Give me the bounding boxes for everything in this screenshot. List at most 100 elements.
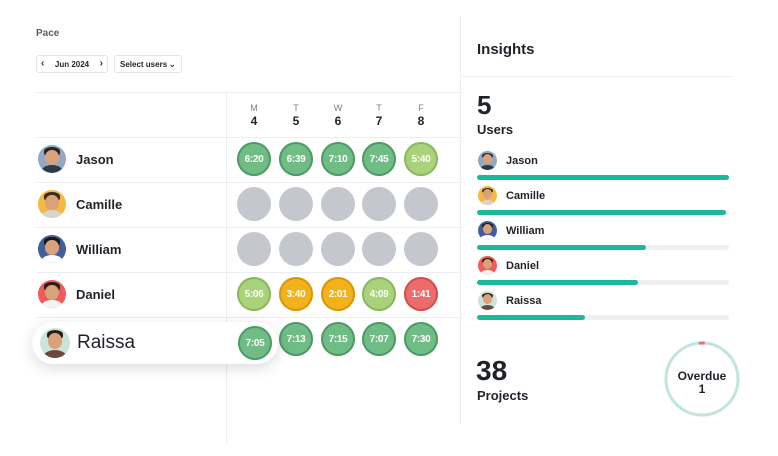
user-row-william[interactable]: William (38, 235, 121, 263)
weekday-label: F (418, 103, 424, 113)
insight-user-raissa[interactable]: Raissa (478, 291, 541, 310)
avatar (478, 151, 497, 170)
time-bubble[interactable]: 7:45 (362, 142, 396, 176)
user-name: Raissa (506, 294, 542, 307)
highlighted-user-card[interactable]: Raissa 7:05 (32, 322, 278, 364)
progress-bar (477, 210, 729, 215)
insight-user-jason[interactable]: Jason (478, 151, 538, 170)
time-bubble[interactable]: 4:09 (362, 277, 396, 311)
empty-day-bubble[interactable] (362, 187, 396, 221)
avatar (478, 256, 497, 275)
user-name: Daniel (506, 259, 540, 272)
chevron-left-icon[interactable]: ‹ (41, 58, 45, 69)
time-bubble[interactable]: 7:13 (279, 322, 313, 356)
overdue-ring (664, 341, 740, 417)
avatar (478, 221, 497, 240)
empty-day-bubble[interactable] (362, 232, 396, 266)
empty-day-bubble[interactable] (404, 187, 438, 221)
panel-divider (460, 16, 461, 424)
progress-bar-fill (477, 245, 646, 250)
empty-day-bubble[interactable] (279, 232, 313, 266)
projects-count: 38 (476, 355, 508, 386)
projects-label: Projects (477, 388, 529, 403)
weekday-label: W (333, 103, 343, 113)
avatar (38, 235, 66, 263)
user-name: Camille (76, 196, 123, 212)
weekday-label: M (250, 103, 258, 113)
header-divider (36, 92, 460, 93)
row-divider (36, 227, 460, 228)
users-label: Users (477, 122, 514, 137)
time-bubble[interactable]: 7:05 (238, 326, 272, 360)
avatar (38, 190, 66, 218)
avatar (38, 280, 66, 308)
select-users-dropdown[interactable]: Select users ⌄ (114, 55, 182, 73)
pace-title: Pace (36, 28, 60, 39)
time-bubble[interactable]: 7:07 (362, 322, 396, 356)
empty-day-bubble[interactable] (321, 232, 355, 266)
insight-user-william[interactable]: William (478, 221, 544, 240)
chevron-right-icon[interactable]: › (99, 58, 103, 69)
month-navigator: ‹ Jun 2024 › (36, 55, 108, 73)
row-divider (36, 137, 460, 138)
empty-day-bubble[interactable] (237, 187, 271, 221)
insight-user-camille[interactable]: Camille (478, 186, 545, 205)
row-divider (36, 182, 460, 183)
user-name: Jason (506, 154, 538, 167)
user-name: William (506, 224, 545, 237)
user-name: Raissa (77, 332, 136, 353)
time-bubble[interactable]: 5:06 (237, 277, 271, 311)
overdue-count: 1 (698, 382, 706, 396)
progress-bar (477, 280, 729, 285)
avatar (38, 145, 66, 173)
insights-divider (460, 76, 732, 77)
weekday-label: T (293, 103, 299, 113)
select-users-label: Select users (120, 59, 168, 69)
progress-bar (477, 315, 729, 320)
date-label: 6 (334, 114, 342, 128)
user-row-camille[interactable]: Camille (38, 190, 122, 218)
user-name: Camille (506, 189, 546, 202)
time-bubble[interactable]: 6:20 (237, 142, 271, 176)
chevron-down-icon: ⌄ (168, 58, 176, 69)
row-divider (36, 272, 460, 273)
time-bubble[interactable]: 3:40 (279, 277, 313, 311)
date-label: 8 (417, 114, 425, 128)
month-label: Jun 2024 (54, 59, 90, 69)
time-bubble[interactable]: 2:01 (321, 277, 355, 311)
user-row-jason[interactable]: Jason (38, 145, 114, 173)
avatar (478, 291, 497, 310)
user-row-daniel[interactable]: Daniel (38, 280, 115, 308)
time-bubble[interactable]: 1:41 (404, 277, 438, 311)
date-label: 5 (292, 114, 300, 128)
overdue-label: Overdue (677, 369, 727, 383)
time-bubble[interactable]: 7:15 (321, 322, 355, 356)
empty-day-bubble[interactable] (237, 232, 271, 266)
user-name: Jason (76, 151, 114, 167)
user-name: Daniel (76, 286, 116, 302)
progress-bar-fill (477, 175, 729, 180)
empty-day-bubble[interactable] (321, 187, 355, 221)
avatar (40, 328, 70, 358)
insight-user-daniel[interactable]: Daniel (478, 256, 539, 275)
time-bubble[interactable]: 5:40 (404, 142, 438, 176)
time-bubble[interactable]: 6:39 (279, 142, 313, 176)
progress-bar (477, 245, 729, 250)
date-label: 4 (250, 114, 258, 128)
row-divider (36, 317, 460, 318)
time-bubble[interactable]: 7:30 (404, 322, 438, 356)
progress-bar-fill (477, 210, 727, 215)
overdue-indicator: Overdue 1 (662, 370, 742, 396)
empty-day-bubble[interactable] (279, 187, 313, 221)
progress-bar (477, 175, 729, 180)
empty-day-bubble[interactable] (404, 232, 438, 266)
time-bubble[interactable]: 7:10 (321, 142, 355, 176)
user-name: William (76, 241, 122, 257)
users-count: 5 (477, 90, 492, 120)
avatar (478, 186, 497, 205)
